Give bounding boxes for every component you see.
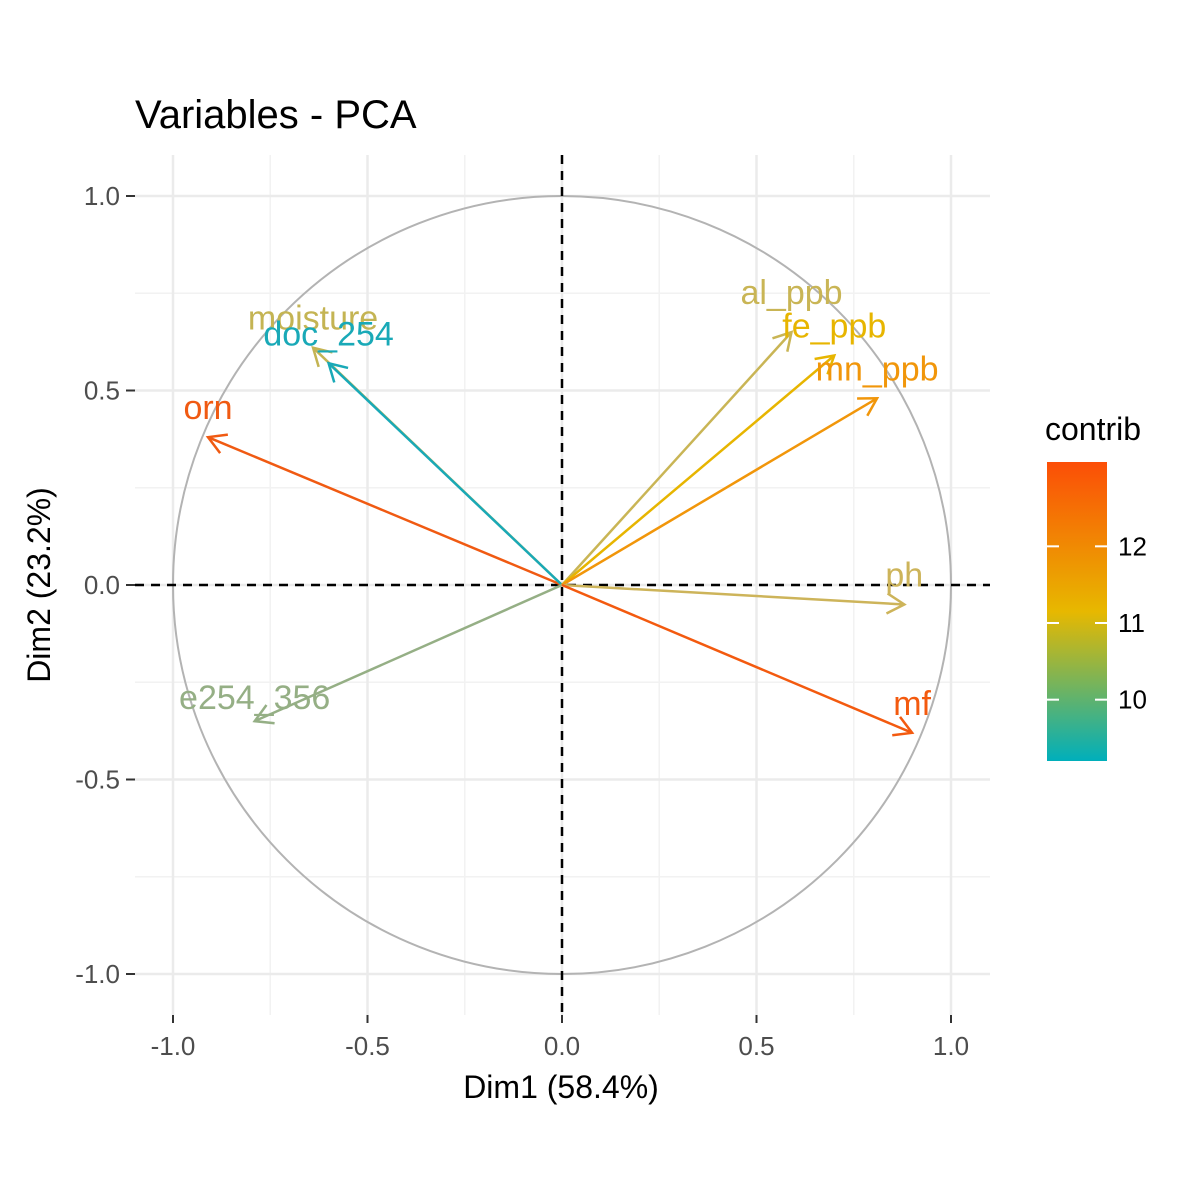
chart-title: Variables - PCA: [135, 93, 417, 137]
y-tick-label: 0.5: [84, 376, 120, 406]
y-tick-label: -0.5: [75, 765, 120, 795]
legend-tick-label: 11: [1118, 608, 1145, 638]
legend-tick-label: 12: [1118, 531, 1147, 561]
y-tick-label: -1.0: [75, 959, 120, 989]
axes: -1.0 -0.5 0.0 0.5 1.0 -1.0 -0.5 0.0 0.5 1.0: [75, 181, 969, 1061]
label-moisture: moisture: [248, 300, 378, 338]
zero-reference-lines: [135, 155, 990, 1015]
arrow-mn-ppb: [561, 397, 878, 587]
y-tick-label: 0.0: [84, 570, 120, 600]
label-orn: orn: [183, 389, 232, 427]
arrowhead-doc-254: [326, 361, 349, 383]
arrow-mf: [561, 583, 913, 734]
arrowhead-orn: [205, 433, 229, 454]
label-ph: ph: [885, 556, 923, 594]
arrowhead-e254-356: [252, 704, 275, 725]
arrow-orn: [207, 436, 563, 587]
label-fe-ppb: fe_ppb: [782, 307, 886, 345]
label-e254-356: e254_356: [179, 679, 330, 717]
variable-arrows: [205, 330, 915, 737]
label-doc-254: doc_254: [263, 315, 393, 353]
legend-tick-label: 10: [1118, 685, 1147, 715]
arrowhead-fe-ppb: [814, 353, 837, 375]
x-tick-label: 1.0: [933, 1031, 969, 1061]
x-tick-label: 0.0: [544, 1031, 580, 1061]
x-axis-title: Dim1 (58.4%): [463, 1069, 659, 1105]
x-tick-label: 0.5: [738, 1031, 774, 1061]
arrow-al-ppb: [561, 331, 793, 586]
label-mn-ppb: mn_ppb: [816, 350, 939, 388]
arrowhead-mf: [892, 716, 915, 737]
contrib-legend: contrib 10 11 12: [1045, 411, 1147, 761]
label-al-ppb: al_ppb: [740, 274, 842, 312]
arrow-fe-ppb: [561, 354, 836, 586]
y-axis-title: Dim2 (23.2%): [21, 487, 57, 683]
legend-title: contrib: [1045, 411, 1141, 447]
x-tick-label: -0.5: [345, 1031, 390, 1061]
y-tick-label: 1.0: [84, 181, 120, 211]
arrowhead-al-ppb: [772, 330, 794, 352]
label-mf: mf: [893, 685, 931, 723]
legend-ticks: 10 11 12: [1047, 531, 1147, 715]
arrow-ph: [561, 583, 905, 606]
legend-colorbar: [1047, 462, 1107, 761]
arrowhead-mn-ppb: [857, 397, 880, 417]
arrowhead-moisture: [311, 345, 333, 368]
arrow-doc-254: [327, 362, 563, 586]
arrowhead-ph: [885, 592, 907, 615]
arrow-e254-356: [254, 583, 563, 723]
x-tick-label: -1.0: [151, 1031, 196, 1061]
